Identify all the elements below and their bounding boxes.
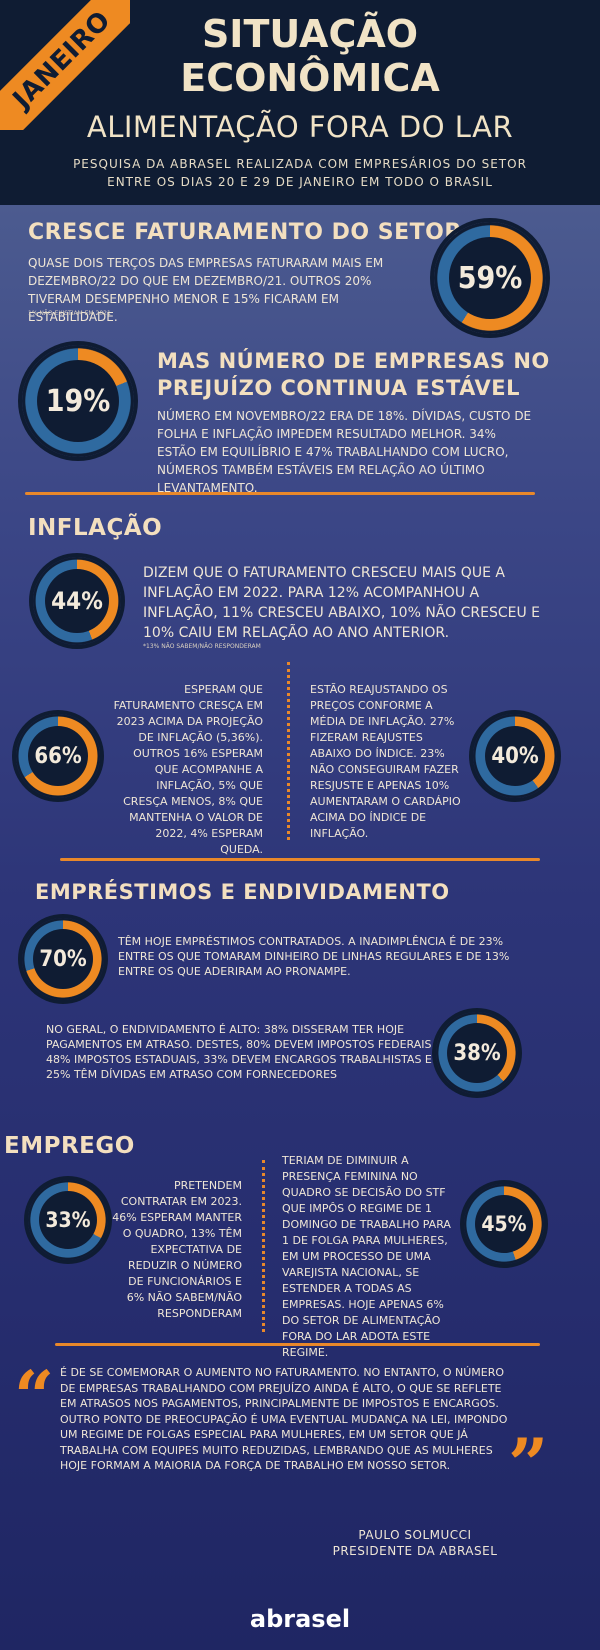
inflacao-dotted-divider <box>287 662 290 840</box>
inflacao-note: *13% NÃO SABEM/NÃO RESPONDERAM <box>143 643 261 650</box>
prejuizo-title-line1: MAS NÚMERO DE EMPRESAS NO <box>157 349 550 373</box>
close-quote-icon: ” <box>508 1423 549 1506</box>
subtitle: ALIMENTAÇÃO FORA DO LAR <box>86 110 514 144</box>
emprestimos-text-1: TÊM HOJE EMPRÉSTIMOS CONTRATADOS. A INAD… <box>118 935 510 978</box>
open-quote-icon: “ <box>14 1355 55 1438</box>
inflacao-left-text: ESPERAM QUE FATURAMENTO CRESÇA EM 2023 A… <box>113 683 263 856</box>
emprego-title: EMPREGO <box>4 1133 135 1159</box>
prejuizo-title-line2: PREJUÍZO CONTINUA ESTÁVEL <box>157 376 520 400</box>
quote-attribution: PAULO SOLMUCCI PRESIDENTE DA ABRASEL <box>330 1527 500 1559</box>
quote-text: É DE SE COMEMORAR O AUMENTO NO FATURAMEN… <box>60 1366 508 1472</box>
emprego-left-ring: 33% <box>28 1180 108 1260</box>
faturamento-title: CRESCE FATURAMENTO DO SETOR <box>28 220 462 245</box>
emprestimos-title: EMPRÉSTIMOS E ENDIVIDAMENTO <box>35 880 450 904</box>
faturamento-note: 1% NÃO EXISTIAM EM 2021 <box>28 310 111 317</box>
faturamento-pct: 59% <box>449 237 531 319</box>
quote-role: PRESIDENTE DA ABRASEL <box>332 1544 498 1558</box>
emprego-right-pct: 45% <box>475 1195 533 1253</box>
emprego-left-text: PRETENDEM CONTRATAR EM 2023. 46% ESPERAM… <box>112 1179 242 1320</box>
survey-description: PESQUISA DA ABRASEL REALIZADA COM EMPRES… <box>40 155 560 191</box>
divider-3 <box>55 1343 540 1346</box>
faturamento-ring: 59% <box>434 222 546 334</box>
faturamento-text: QUASE DOIS TERÇOS DAS EMPRESAS FATURARAM… <box>28 256 384 324</box>
title-line1: SITUAÇÃO <box>201 12 419 56</box>
inflacao-pct: 44% <box>45 569 109 633</box>
emprego-right-text: TERIAM DE DIMINUIR A PRESENÇA FEMININA N… <box>282 1154 451 1359</box>
emprestimos-ring-2: 38% <box>436 1012 518 1094</box>
inflacao-right-ring: 40% <box>473 714 557 798</box>
desc-line2: ENTRE OS DIAS 20 E 29 DE JANEIRO EM TODO… <box>107 175 493 189</box>
quote-author: PAULO SOLMUCCI <box>358 1528 472 1542</box>
inflacao-left-ring: 66% <box>16 714 100 798</box>
emprego-left-pct: 33% <box>39 1191 97 1249</box>
divider-2 <box>60 858 540 861</box>
emprego-dotted-divider <box>262 1160 265 1332</box>
emprego-right-ring: 45% <box>464 1184 544 1264</box>
inflacao-right-text: ESTÃO REAJUSTANDO OS PREÇOS CONFORME A M… <box>310 683 461 840</box>
header-banner: JANEIRO SITUAÇÃO ECONÔMICA ALIMENTAÇÃO F… <box>0 0 600 205</box>
emprestimos-pct-2: 38% <box>447 1023 507 1083</box>
prejuizo-text: NÚMERO EM NOVEMBRO/22 ERA DE 18%. DÍVIDA… <box>157 409 532 495</box>
divider-1 <box>25 492 535 495</box>
title-line2: ECONÔMICA <box>180 56 440 100</box>
prejuizo-title: MAS NÚMERO DE EMPRESAS NO PREJUÍZO CONTI… <box>157 348 550 402</box>
inflacao-left-pct: 66% <box>28 726 88 786</box>
inflacao-title: INFLAÇÃO <box>28 515 163 541</box>
prejuizo-pct: 19% <box>37 360 119 442</box>
prejuizo-ring: 19% <box>22 345 134 457</box>
abrasel-logo: abrasel <box>249 1605 351 1633</box>
inflacao-ring: 44% <box>33 557 121 645</box>
emprestimos-ring-1: 70% <box>22 918 104 1000</box>
desc-line1: PESQUISA DA ABRASEL REALIZADA COM EMPRES… <box>73 157 527 171</box>
inflacao-right-pct: 40% <box>485 726 545 786</box>
emprestimos-pct-1: 70% <box>33 929 93 989</box>
inflacao-text: DIZEM QUE O FATURAMENTO CRESCEU MAIS QUE… <box>143 565 540 641</box>
emprestimos-text-2: NO GERAL, O ENDIVIDAMENTO É ALTO: 38% DI… <box>46 1023 435 1081</box>
